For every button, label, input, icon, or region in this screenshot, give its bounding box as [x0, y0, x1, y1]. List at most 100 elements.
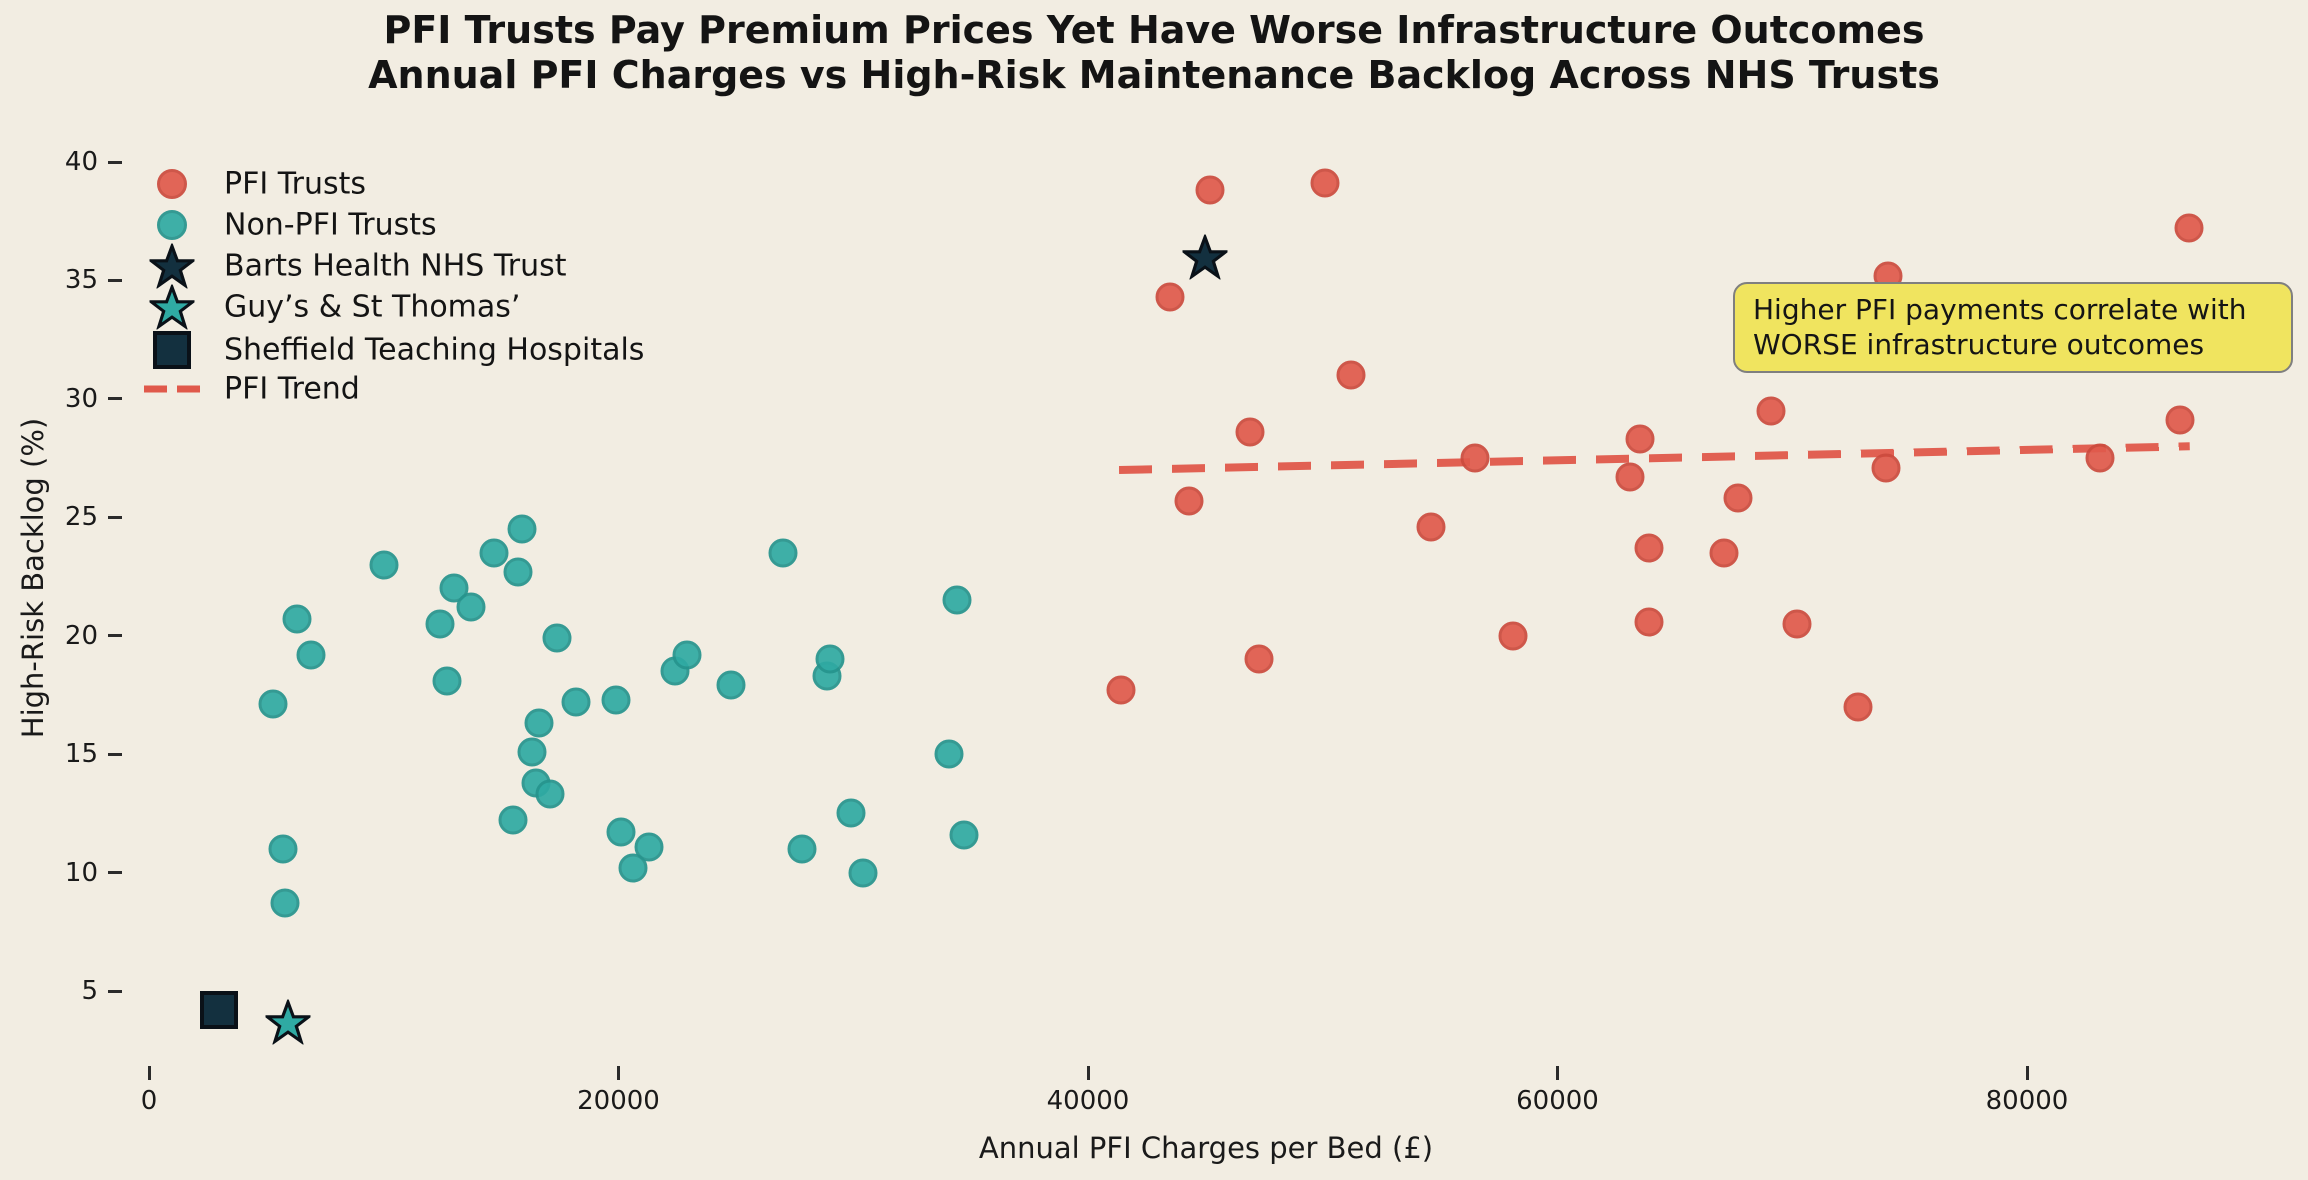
non-pfi-trust-point	[768, 538, 798, 568]
non-pfi-trust-point	[942, 585, 972, 615]
non-pfi-trust-point	[561, 687, 591, 717]
y-axis-tick	[108, 515, 122, 519]
y-axis-tick-label: 10	[64, 857, 98, 888]
non-pfi-trust-point	[672, 640, 702, 670]
legend-item-label: PFI Trusts	[224, 166, 367, 202]
y-axis-tick	[108, 278, 122, 282]
non-pfi-trust-point	[296, 640, 326, 670]
pfi-trust-point	[1460, 443, 1490, 473]
pfi-trust-point	[1625, 424, 1655, 454]
non-pfi-trust-point	[836, 798, 866, 828]
pfi-trust-point	[1723, 483, 1753, 513]
non-pfi-trust-point	[716, 670, 746, 700]
pfi-trust-point	[1615, 462, 1645, 492]
y-axis-tick-label: 5	[81, 976, 98, 1006]
pfi-trust-point	[1416, 512, 1446, 542]
pfi-trust-point	[1756, 396, 1786, 426]
non-pfi-trust-point	[848, 858, 878, 888]
x-axis-tick-label: 60000	[1516, 1086, 1599, 1116]
non-pfi-trust-point	[535, 779, 565, 809]
non-pfi-trust-point	[503, 557, 533, 587]
non-pfi-trust-point	[949, 820, 979, 850]
x-axis-tick-label: 40000	[1046, 1086, 1130, 1116]
pfi-trust-point	[1336, 360, 1366, 390]
annotation-line-1: Higher PFI payments correlate with	[1753, 293, 2247, 326]
pfi-trust-point	[1709, 538, 1739, 568]
pfi-trust-point	[2174, 213, 2204, 243]
pfi-trust-point	[1310, 168, 1340, 198]
x-axis-tick-label: 20000	[577, 1086, 660, 1116]
pfi-trust-point	[1106, 675, 1136, 705]
y-axis-tick-label: 30	[64, 383, 98, 414]
legend-item-label: Guy’s & St Thomas’	[224, 289, 521, 325]
non-pfi-trust-point	[456, 592, 486, 622]
chart-subtitle: Annual PFI Charges vs High-Risk Maintena…	[368, 53, 1940, 97]
non-pfi-trust-point	[815, 644, 845, 674]
x-axis-tick	[147, 1066, 151, 1080]
non-pfi-trust-point	[934, 739, 964, 769]
pfi-trust-point	[1174, 486, 1204, 516]
non-pfi-trust-point	[634, 832, 664, 862]
non-pfi-trust-point	[601, 685, 631, 715]
pfi-trust-point	[2085, 443, 2115, 473]
x-axis-tick	[2025, 1066, 2029, 1080]
x-axis-tick	[1556, 1066, 1559, 1080]
x-axis-label: Annual PFI Charges per Bed (£)	[978, 1131, 1434, 1165]
non-pfi-trust-point	[425, 609, 455, 639]
legend-item-label: Barts Health NHS Trust	[224, 248, 567, 284]
non-pfi-trust-point	[507, 514, 537, 544]
pfi-trust-point	[1155, 282, 1185, 312]
pfi-trust-point	[1195, 175, 1225, 205]
y-axis-tick	[108, 752, 122, 756]
y-axis-tick-label: 40	[64, 147, 98, 177]
y-axis-tick	[108, 397, 122, 401]
x-axis-tick	[617, 1066, 620, 1080]
annotation-line-2: WORSE infrastructure outcomes	[1753, 328, 2205, 361]
pfi-trust-point	[1634, 533, 1664, 563]
legend-item-label: PFI Trend	[224, 371, 360, 407]
annotation-callout: Higher PFI payments correlate with WORSE…	[1733, 282, 2293, 373]
y-axis-tick-label: 35	[64, 265, 98, 296]
pfi-trust-point	[2165, 405, 2195, 435]
non-pfi-trust-point	[369, 550, 399, 580]
non-pfi-trust-point	[258, 689, 288, 719]
barts-star-marker	[1180, 232, 1231, 281]
x-axis-tick-label: 0	[140, 1086, 158, 1116]
y-axis-label: High-Risk Backlog (%)	[16, 417, 50, 739]
pfi-trust-point	[1244, 644, 1274, 674]
pfi-trend-line	[1118, 442, 2190, 474]
pfi-trust-point	[1871, 453, 1901, 483]
pfi-trust-point	[1634, 607, 1664, 636]
sheffield-square-marker	[200, 990, 239, 1029]
pfi-trust-point	[1235, 417, 1265, 447]
non-pfi-trust-point	[270, 888, 300, 918]
non-pfi-trust-point	[282, 604, 312, 634]
non-pfi-trust-point	[479, 538, 509, 568]
y-axis-tick-label: 25	[64, 502, 98, 533]
pfi-trust-point	[1782, 609, 1812, 639]
legend-item-label: Sheffield Teaching Hospitals	[224, 332, 645, 368]
non-pfi-trust-point	[432, 666, 462, 696]
non-pfi-trust-point	[606, 817, 636, 847]
chart-title: PFI Trusts Pay Premium Prices Yet Have W…	[383, 8, 1925, 52]
pfi-trust-point	[1498, 621, 1528, 651]
x-axis-tick-label: 80000	[1985, 1086, 2069, 1116]
non-pfi-trust-point	[498, 805, 528, 835]
y-axis-tick	[108, 871, 122, 875]
non-pfi-trust-point	[517, 737, 547, 767]
non-pfi-trust-point	[787, 834, 817, 864]
non-pfi-trust-point	[524, 708, 554, 738]
x-axis-tick	[1086, 1066, 1090, 1080]
y-axis-tick	[108, 160, 122, 164]
y-axis-tick-label: 20	[64, 620, 98, 651]
non-pfi-trust-point	[542, 623, 572, 653]
non-pfi-trust-point	[268, 834, 298, 864]
y-axis-tick	[108, 989, 122, 993]
y-axis-tick	[108, 634, 122, 638]
y-axis-tick-label: 15	[64, 739, 98, 770]
legend-item-label: Non-PFI Trusts	[224, 207, 437, 243]
guys-star-marker	[262, 997, 313, 1046]
chart-title-block: PFI Trusts Pay Premium Prices Yet Have W…	[0, 8, 2308, 98]
pfi-trust-point	[1843, 692, 1873, 722]
